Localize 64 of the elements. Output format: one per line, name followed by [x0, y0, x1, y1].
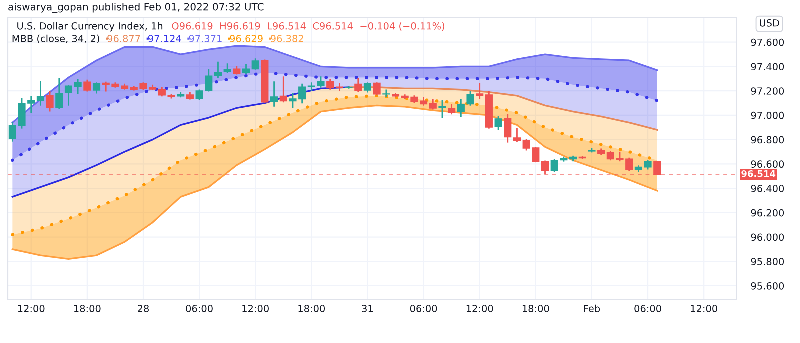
candlestick [280, 76, 288, 103]
candlestick [438, 100, 446, 118]
candlestick [326, 79, 334, 90]
x-tick-label: 06:00 [634, 305, 662, 312]
annotation: O96.619 H96.619 L96.514 C96.514 −0.104 (−0.11%) [172, 22, 445, 31]
x-tick-label: Feb [584, 304, 600, 312]
line-series [12, 86, 350, 198]
candlestick [382, 90, 390, 98]
candlestick [74, 79, 82, 94]
y-tick-label: 97.200 [751, 88, 784, 95]
x-tick-label: 31 [362, 305, 374, 312]
y-tick-label: 96.400 [751, 185, 784, 192]
candlestick [252, 58, 260, 70]
candlestick [494, 116, 502, 130]
candlestick [36, 81, 44, 106]
y-tick-label: 96.800 [751, 136, 784, 144]
x-tick-label: 06:00 [410, 305, 438, 312]
candlestick [476, 83, 484, 100]
x-tick-label: 18:00 [522, 305, 550, 312]
x-tick-label: 18:00 [74, 305, 101, 312]
text: aiswarya_gopan published Feb 01, 2022 07:32 UTC [8, 3, 264, 13]
legend-title: MBB (close, 34, 2) [12, 34, 100, 44]
x-tick-label: 06:00 [186, 305, 213, 312]
y-tick-label: 96.000 [751, 234, 784, 242]
y-axis-title: USD [760, 19, 780, 27]
candlestick [270, 82, 278, 107]
legend-label: 96.382 [270, 35, 304, 42]
y-tick-label: 97.600 [751, 38, 784, 46]
candlestick [64, 86, 73, 106]
candlestick [373, 82, 381, 96]
candlestick [550, 159, 558, 172]
y-tick-label: 95.800 [751, 258, 784, 266]
legend-label: 97.371 [189, 35, 222, 42]
candlestick [214, 62, 222, 78]
candlestick [354, 78, 362, 92]
candlestick [84, 80, 92, 92]
ref-line-label: 96.514 [742, 170, 776, 178]
y-tick-label: 96.200 [751, 209, 784, 217]
line-series [348, 86, 658, 131]
y-tick-label: 97.400 [751, 63, 784, 71]
candlestick [56, 78, 64, 110]
y-tick-label: 96.600 [751, 160, 784, 168]
x-tick-label: 12:00 [18, 305, 45, 312]
chart-title: U.S. Dollar Currency Index, 1h [18, 22, 163, 32]
candlestick [504, 114, 512, 143]
legend-label: 97.124 [148, 35, 182, 42]
legend-label: 96.629 [230, 35, 263, 42]
x-tick-label: 12:00 [242, 305, 269, 312]
x-tick-label: 18:00 [298, 305, 326, 312]
candlestick [654, 161, 662, 176]
legend-label: 96.877 [108, 35, 140, 42]
x-tick-label: 12:00 [691, 305, 718, 312]
line-series [12, 45, 658, 124]
line-series [11, 71, 659, 162]
candlestick [560, 156, 568, 162]
y-tick-label: 97.000 [751, 112, 784, 120]
y-tick-label: 95.600 [751, 282, 784, 290]
candlestick [345, 86, 353, 89]
candlestick [513, 128, 522, 142]
candlestick [92, 82, 101, 94]
x-tick-label: 12:00 [466, 305, 494, 312]
x-tick-label: 28 [138, 305, 149, 312]
candlestick [46, 91, 54, 112]
candlestick [541, 160, 550, 175]
